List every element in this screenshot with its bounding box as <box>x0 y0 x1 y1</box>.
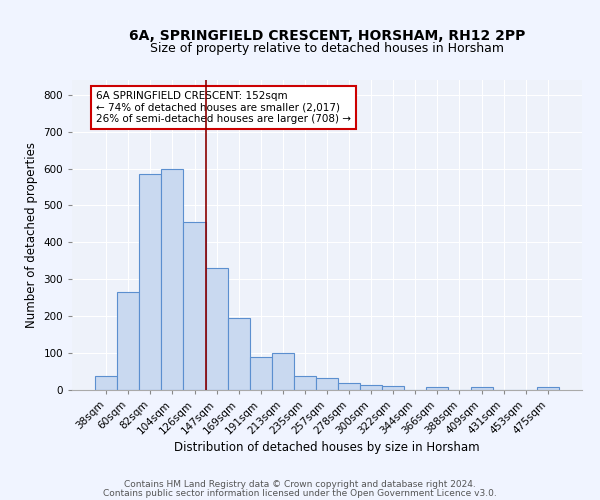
Bar <box>95 376 117 390</box>
Bar <box>272 353 294 390</box>
Bar <box>338 382 360 390</box>
Text: 6A SPRINGFIELD CRESCENT: 152sqm
← 74% of detached houses are smaller (2,017)
26%: 6A SPRINGFIELD CRESCENT: 152sqm ← 74% of… <box>96 91 351 124</box>
Bar <box>316 378 338 390</box>
Text: 6A, SPRINGFIELD CRESCENT, HORSHAM, RH12 2PP: 6A, SPRINGFIELD CRESCENT, HORSHAM, RH12 … <box>129 29 525 43</box>
Bar <box>206 268 227 390</box>
Bar <box>294 376 316 390</box>
Bar <box>537 387 559 390</box>
Title: Size of property relative to detached houses in Horsham: Size of property relative to detached ho… <box>150 42 504 55</box>
Bar <box>184 222 206 390</box>
Bar <box>360 385 382 390</box>
Text: Contains public sector information licensed under the Open Government Licence v3: Contains public sector information licen… <box>103 488 497 498</box>
X-axis label: Distribution of detached houses by size in Horsham: Distribution of detached houses by size … <box>174 442 480 454</box>
Bar <box>117 292 139 390</box>
Text: Contains HM Land Registry data © Crown copyright and database right 2024.: Contains HM Land Registry data © Crown c… <box>124 480 476 489</box>
Bar <box>382 386 404 390</box>
Bar <box>139 174 161 390</box>
Bar <box>470 387 493 390</box>
Bar <box>427 387 448 390</box>
Bar <box>227 318 250 390</box>
Y-axis label: Number of detached properties: Number of detached properties <box>25 142 38 328</box>
Bar <box>250 357 272 390</box>
Bar <box>161 168 184 390</box>
